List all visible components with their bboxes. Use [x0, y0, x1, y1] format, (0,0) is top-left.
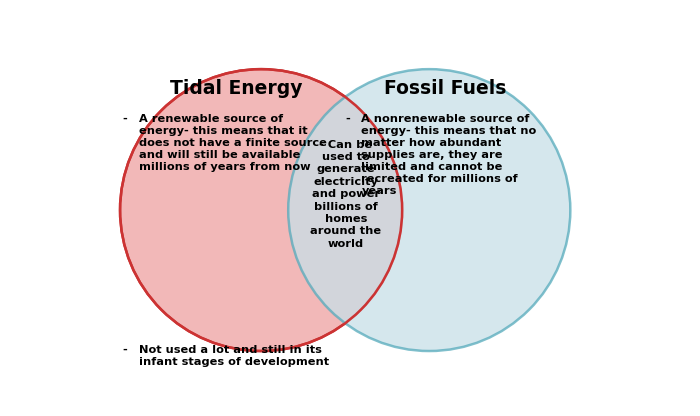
Text: Not used a lot and still in its
infant stages of development: Not used a lot and still in its infant s… — [139, 344, 329, 366]
Ellipse shape — [120, 69, 402, 351]
Text: Tidal Energy: Tidal Energy — [170, 79, 303, 98]
Text: -: - — [345, 114, 350, 124]
Text: Fossil Fuels: Fossil Fuels — [384, 79, 507, 98]
Ellipse shape — [288, 69, 570, 351]
Text: A renewable source of
energy- this means that it
does not have a finite source
a: A renewable source of energy- this means… — [139, 114, 327, 172]
Text: -: - — [122, 114, 127, 124]
Text: A nonrenewable source of
energy- this means that no
matter how abundant
supplies: A nonrenewable source of energy- this me… — [361, 114, 537, 196]
Text: -: - — [122, 344, 127, 354]
Text: - Can be
used to
generate
electricity
and power
billions of
homes
around the
wor: - Can be used to generate electricity an… — [310, 140, 382, 249]
